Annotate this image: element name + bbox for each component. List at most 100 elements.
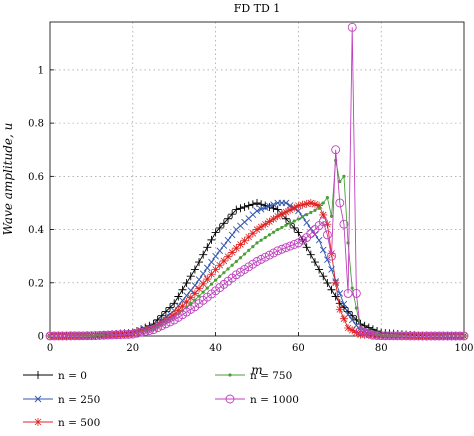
data-point <box>318 217 328 227</box>
data-point <box>455 331 465 341</box>
data-point <box>136 327 146 337</box>
data-point <box>170 310 179 319</box>
data-point <box>257 222 266 231</box>
x-tick-label: 20 <box>126 343 139 354</box>
series-3 <box>46 198 468 340</box>
data-point <box>132 328 142 338</box>
data-point <box>199 279 208 288</box>
data-point <box>165 317 175 327</box>
y-axis-label: Wave amplitude, u <box>1 123 15 236</box>
data-point <box>302 243 311 252</box>
data-point <box>222 271 226 275</box>
grid <box>50 22 464 336</box>
legend-item: n = 500 <box>23 417 100 429</box>
legend-label: n = 0 <box>58 370 87 382</box>
data-point <box>238 256 243 260</box>
data-point <box>309 210 313 215</box>
data-point <box>219 219 228 228</box>
data-point <box>208 258 215 266</box>
data-point <box>251 244 255 249</box>
data-point <box>300 215 305 219</box>
data-point <box>161 307 170 316</box>
data-point <box>351 288 361 298</box>
data-point <box>305 213 309 217</box>
y-tick-label: 0.4 <box>28 225 44 236</box>
data-point <box>319 246 327 254</box>
data-point <box>292 219 296 223</box>
data-point <box>205 286 209 290</box>
series-line <box>49 202 464 337</box>
data-point <box>276 227 280 232</box>
data-point <box>244 201 253 210</box>
data-point <box>270 201 277 208</box>
chart-title: FD TD 1 <box>234 2 281 15</box>
data-point <box>253 207 261 215</box>
data-point <box>331 278 340 287</box>
data-point <box>294 228 303 237</box>
data-point <box>324 256 331 264</box>
data-point <box>178 302 187 311</box>
data-point <box>321 201 325 205</box>
data-point <box>352 328 361 337</box>
x-axis-label: m <box>251 363 262 377</box>
data-point <box>290 223 299 232</box>
x-tick-label: 40 <box>209 343 222 354</box>
data-point <box>187 287 195 294</box>
legend: n = 0 n = 250 n = 500 n = 750 n = 1000 <box>23 370 299 429</box>
data-point <box>266 202 273 210</box>
y-tick-label: 0.2 <box>28 278 44 289</box>
data-point <box>195 284 204 293</box>
data-point <box>247 248 251 252</box>
series-line <box>49 202 465 337</box>
series-line <box>49 202 464 337</box>
data-point <box>149 325 158 335</box>
data-point <box>354 306 358 310</box>
data-point <box>271 230 276 234</box>
data-point <box>211 228 220 237</box>
data-point <box>286 205 295 214</box>
data-point <box>204 264 211 272</box>
data-point <box>331 292 340 301</box>
y-tick-label: 0.8 <box>28 119 44 130</box>
data-point <box>228 248 237 257</box>
data-point <box>248 229 257 238</box>
data-point <box>348 326 357 335</box>
series-group <box>45 22 469 341</box>
data-point <box>140 326 150 336</box>
x-tick-label: 100 <box>454 343 473 354</box>
data-point <box>236 204 245 213</box>
data-point <box>313 208 317 212</box>
data-point <box>335 305 344 314</box>
legend-item: n = 1000 <box>215 394 299 406</box>
data-point <box>284 223 288 227</box>
data-point <box>322 230 332 240</box>
data-point <box>186 272 195 281</box>
data-point <box>166 303 175 312</box>
data-point <box>256 254 266 264</box>
data-point <box>340 300 348 308</box>
data-point <box>232 244 241 253</box>
data-point <box>329 214 334 218</box>
data-point <box>161 319 171 329</box>
legend-label: n = 1000 <box>250 394 299 406</box>
data-point <box>306 250 315 259</box>
data-point <box>285 241 295 251</box>
data-point <box>211 265 220 274</box>
data-point <box>190 289 199 298</box>
data-point <box>226 267 230 271</box>
data-point <box>257 206 265 213</box>
data-point <box>178 285 187 294</box>
data-point <box>199 250 208 259</box>
data-point <box>252 257 262 266</box>
data-point <box>306 198 315 207</box>
data-point <box>350 286 354 290</box>
data-point <box>259 238 263 242</box>
data-point <box>240 236 249 245</box>
data-point <box>269 248 279 258</box>
data-point <box>236 240 245 249</box>
data-point <box>289 240 299 249</box>
data-point <box>253 225 261 234</box>
data-point <box>174 292 183 301</box>
y-tick-label: 0 <box>38 332 44 343</box>
data-point <box>282 199 290 207</box>
